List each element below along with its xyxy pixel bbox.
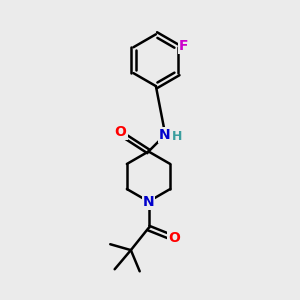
Text: N: N	[159, 128, 170, 142]
Text: O: O	[168, 231, 180, 245]
Text: O: O	[115, 125, 127, 139]
Text: F: F	[179, 39, 188, 53]
Text: N: N	[143, 194, 154, 208]
Text: H: H	[172, 130, 182, 143]
